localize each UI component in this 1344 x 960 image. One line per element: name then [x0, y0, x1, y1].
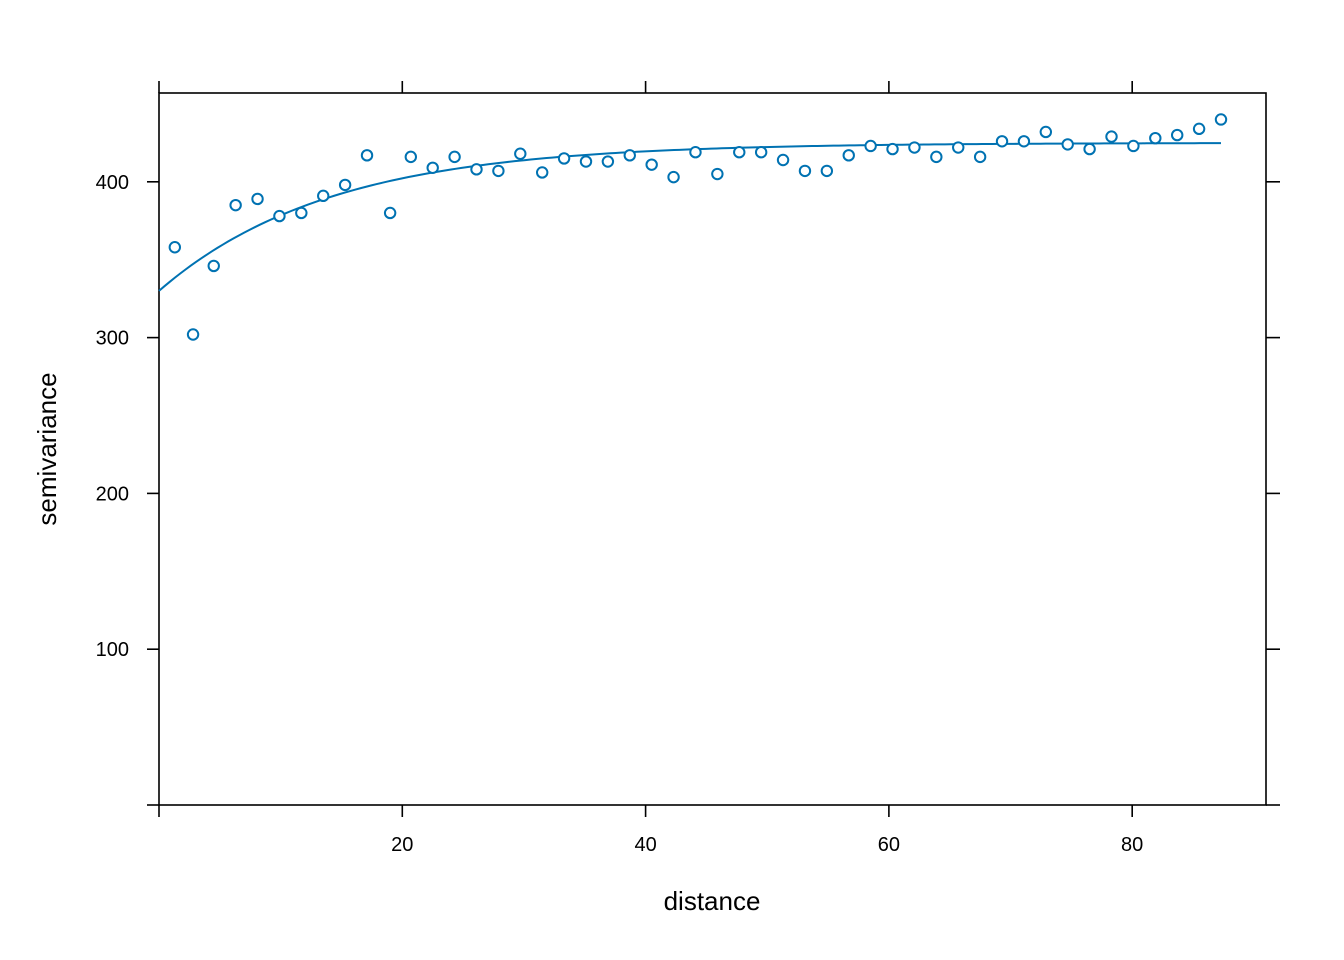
sample-point: [448, 150, 461, 164]
sample-point: [1061, 138, 1074, 151]
x-tick-label: 40: [634, 834, 656, 856]
sample-point: [973, 150, 987, 164]
sample-point: [711, 167, 724, 181]
sample-point: [1170, 128, 1184, 142]
sample-point: [514, 147, 527, 160]
sample-point: [864, 139, 877, 153]
sample-point: [645, 158, 658, 171]
sample-point: [492, 164, 505, 178]
sample-point: [886, 142, 899, 156]
sample-point: [273, 209, 286, 223]
sample-point: [426, 161, 439, 174]
sample-point: [1192, 122, 1206, 136]
sample-point: [623, 149, 636, 162]
sample-point: [1105, 130, 1118, 143]
sample-point: [733, 146, 746, 159]
fitted-model-layer: [158, 142, 1221, 292]
x-axis: 20 40 60 80: [158, 81, 1143, 856]
sample-point: [842, 149, 855, 162]
y-axis-title: semivariance: [32, 372, 62, 525]
sample-point: [952, 141, 965, 154]
plot-frame: [158, 92, 1267, 806]
sample-point: [776, 153, 790, 167]
y-tick-label: 400: [96, 172, 129, 194]
x-tick-label: 20: [391, 834, 413, 856]
sample-point: [1039, 125, 1053, 139]
y-tick-label: 200: [96, 483, 129, 505]
sample-point: [579, 155, 593, 168]
y-tick-label: 300: [96, 328, 129, 350]
sample-point: [186, 328, 200, 341]
sample-points-layer: [168, 113, 1228, 341]
y-axis: 100 200 300 400: [96, 172, 1280, 806]
sample-point: [557, 152, 571, 165]
sample-point: [1214, 113, 1228, 126]
sample-point: [601, 155, 615, 168]
sample-point: [667, 170, 680, 184]
sample-point: [930, 150, 943, 164]
sample-point: [1017, 135, 1031, 148]
x-axis-title: distance: [664, 886, 761, 916]
sample-point: [317, 189, 330, 203]
sample-point: [470, 163, 483, 176]
sample-point: [207, 259, 220, 273]
sample-point: [404, 150, 418, 164]
plot-border: [158, 92, 1267, 806]
sample-point: [1149, 131, 1162, 145]
sample-point: [1127, 139, 1140, 153]
x-tick-label: 80: [1121, 834, 1143, 856]
y-tick-label: 100: [96, 639, 129, 661]
sample-point: [995, 135, 1009, 148]
sample-point: [168, 241, 182, 254]
sample-point: [754, 146, 768, 159]
sample-point: [360, 149, 374, 162]
sample-point: [1083, 142, 1096, 156]
sample-point: [908, 141, 921, 154]
x-tick-label: 60: [878, 834, 900, 856]
sample-point: [251, 192, 264, 206]
fitted-variogram-line: [158, 142, 1221, 292]
sample-point: [798, 164, 812, 178]
sample-point: [338, 178, 352, 192]
sample-point: [229, 198, 242, 212]
sample-point: [535, 166, 549, 179]
sample-point: [820, 164, 834, 178]
sample-point: [383, 206, 397, 220]
sample-point: [689, 146, 702, 159]
sample-point: [295, 206, 308, 220]
